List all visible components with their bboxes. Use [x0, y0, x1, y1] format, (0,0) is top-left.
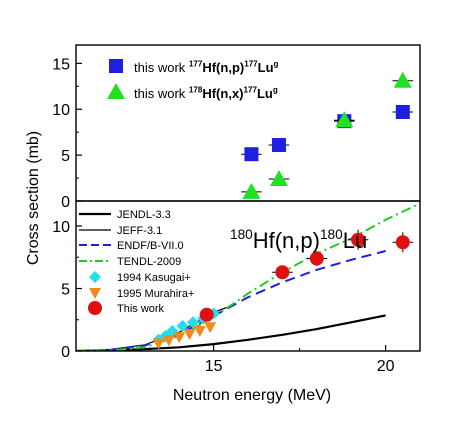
top-series-0-point-0	[244, 147, 259, 162]
bottom-legend-label-5: 1995 Murahira+	[117, 288, 194, 300]
bottom-series-6-point-2	[309, 251, 324, 266]
top-panel-plot	[241, 71, 414, 199]
bottom-annotation-part: 180	[230, 227, 253, 242]
bottom-panel-frame	[75, 200, 421, 352]
top-ytick-label-2: 10	[52, 102, 70, 119]
bottom-series-4-point-4	[186, 316, 199, 329]
top-series-1-point-2	[335, 111, 354, 128]
top-legend-label-0-part: Lu	[258, 60, 274, 75]
bottom-legend-marker-5	[89, 288, 101, 299]
top-legend-label-0: this work 177Hf(n,p)177Lug	[134, 60, 279, 75]
bottom-series-5-point-0	[152, 338, 165, 350]
top-legend-marker-1	[107, 83, 125, 99]
bottom-series-5-point-2	[173, 332, 186, 344]
bottom-legend-label-4: 1994 Kasugai+	[117, 272, 191, 284]
top-legend-label-1-part: Lu	[257, 86, 273, 101]
bottom-legend-label-2: ENDF/B-VII.0	[117, 240, 184, 252]
bottom-ytick-label-0: 0	[61, 344, 70, 361]
top-legend-label-1-part: 177	[244, 86, 258, 95]
top-legend-label-0-part: g	[274, 60, 279, 69]
y-axis-label: Cross section (mb)	[25, 131, 42, 265]
top-legend-label-0-part: Hf(n,p)	[202, 60, 244, 75]
bottom-series-line-3	[76, 202, 420, 351]
bottom-legend-label-6: This work	[117, 303, 165, 315]
bottom-series-4-point-3	[176, 320, 189, 332]
bottom-legend-label-1: JEFF-3.1	[117, 225, 162, 237]
bottom-legend: JENDL-3.3 JEFF-3.1 ENDF/B-VII.0 TENDL-2009 1…	[79, 209, 194, 315]
top-series-1-point-0	[242, 182, 261, 199]
top-legend-marker-0	[109, 59, 123, 73]
bottom-series-5-point-1	[162, 335, 175, 347]
top-legend-label-1-part: g	[273, 86, 278, 95]
bottom-series-6-point-3	[351, 232, 366, 247]
bottom-series-line-2	[76, 250, 386, 351]
xtick-label-0: 15	[205, 358, 223, 375]
top-legend-label-0-part: 177	[244, 60, 258, 69]
bottom-series-5-point-4	[193, 326, 206, 337]
top-legend-label-1: this work 178Hf(n,x)177Lug	[134, 86, 278, 101]
top-legend-label-1-part: Hf(n,x)	[202, 86, 243, 101]
bottom-annotation: 180Hf(n,p)180Lu	[230, 227, 367, 253]
top-legend-label-0-part: this work	[134, 60, 189, 75]
bottom-legend-label-3: TENDL-2009	[117, 256, 181, 268]
x-axis-label: Neutron energy (MeV)	[173, 387, 331, 404]
bottom-annotation-part: 180	[320, 227, 343, 242]
top-legend-label-1-part: 178	[189, 86, 203, 95]
bottom-annotation-part: Lu	[343, 228, 367, 253]
bottom-series-6-point-1	[275, 265, 290, 280]
top-ytick-label-3: 15	[52, 56, 70, 73]
top-ytick-label-1: 5	[61, 148, 70, 165]
bottom-ytick-label-1: 5	[61, 282, 70, 299]
top-series-1-point-1	[269, 169, 288, 186]
bottom-annotation-part: Hf(n,p)	[253, 228, 320, 253]
top-series-0-point-1	[271, 138, 286, 153]
bottom-legend-marker-6	[88, 301, 102, 315]
bottom-ytick-label-2: 10	[52, 219, 70, 236]
bottom-series-line-0	[76, 314, 386, 351]
top-legend-label-0-part: 177	[189, 60, 203, 69]
top-series-1-point-3	[393, 71, 412, 88]
top-legend-label-1-part: this work	[134, 86, 189, 101]
plot-frame-layer: 0 5 10 15 0 5 10 15 20 Neutron energy (MeV) Cross …	[25, 44, 421, 404]
top-ytick-label-0: 0	[61, 194, 70, 211]
bottom-series-6-point-0	[199, 307, 214, 322]
bottom-legend-marker-4	[89, 271, 101, 283]
xtick-label-1: 20	[377, 358, 395, 375]
top-series-0-point-3	[395, 104, 410, 119]
bottom-series-5-point-3	[183, 329, 196, 341]
bottom-series-5-point-5	[204, 322, 217, 334]
bottom-series-6-point-4	[395, 235, 410, 250]
bottom-legend-label-0: JENDL-3.3	[117, 209, 171, 221]
